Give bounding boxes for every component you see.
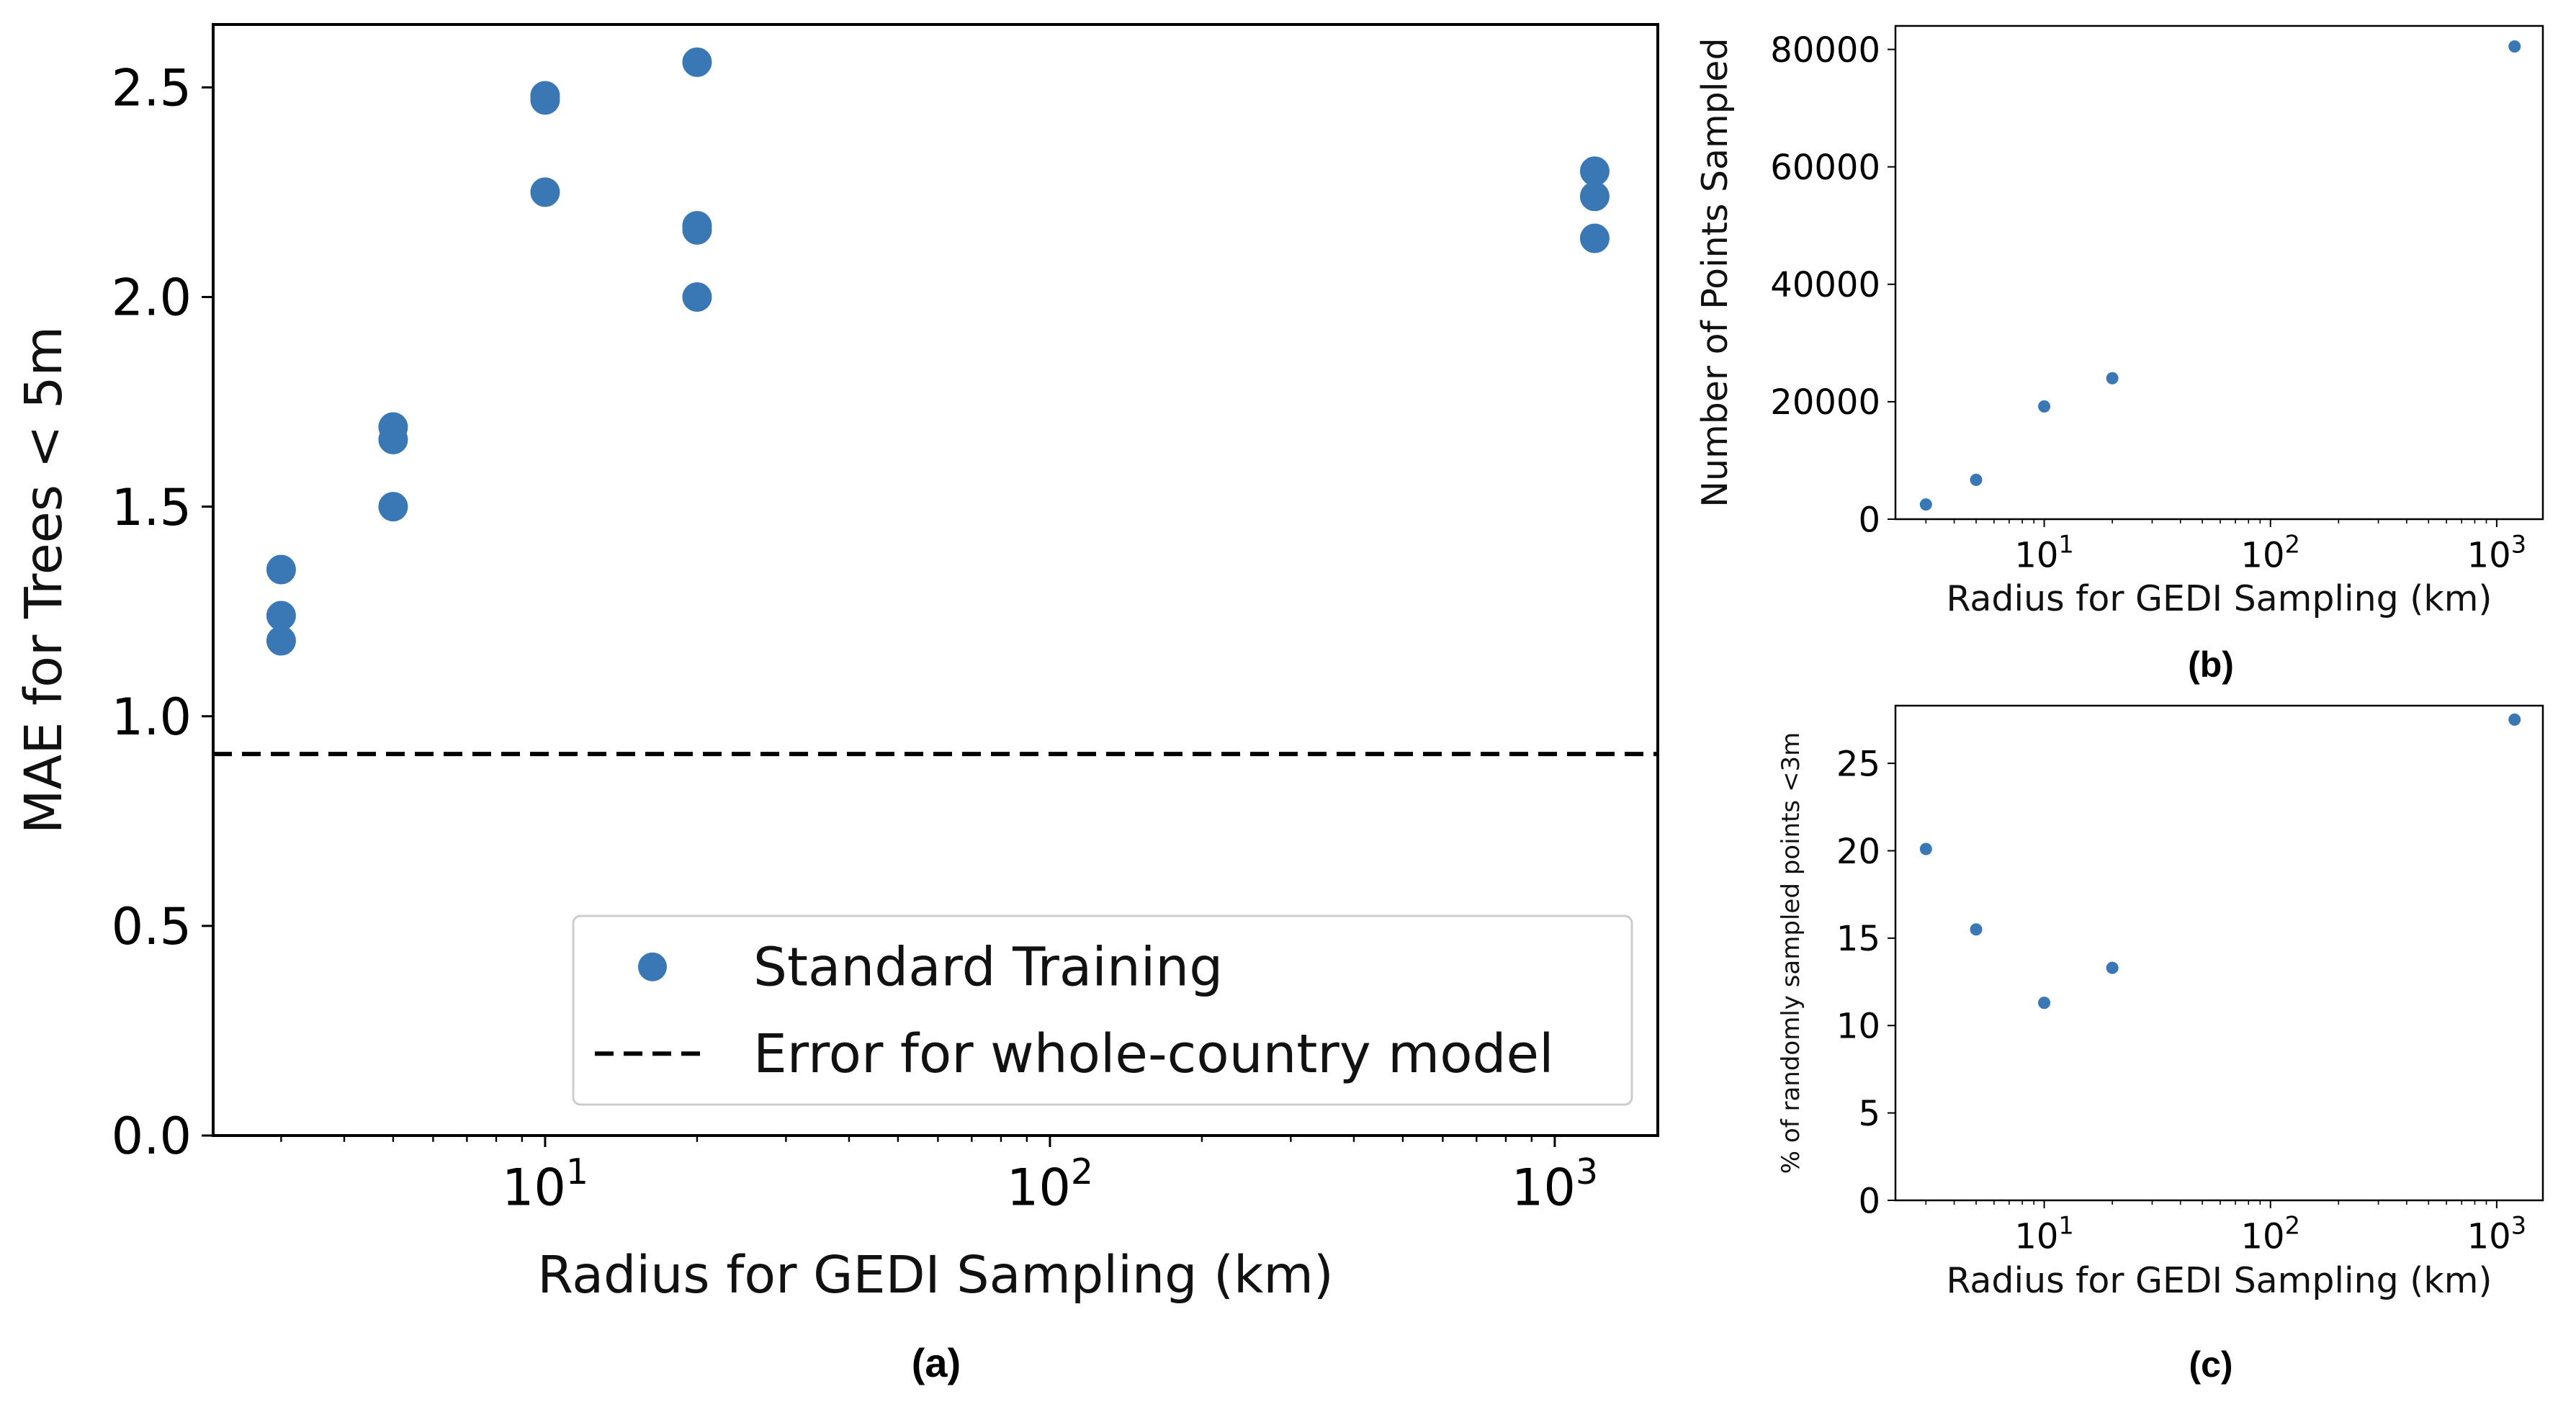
- y-tick-label: 80000: [1770, 30, 1880, 71]
- data-point: [1919, 498, 1932, 511]
- data-point: [266, 554, 296, 585]
- plot-frame: [212, 23, 1659, 1137]
- x-tick-base: 10: [2467, 536, 2511, 576]
- data-point: [2106, 372, 2119, 385]
- x-tick-base: 10: [502, 1159, 566, 1218]
- x-tick-label: 102: [1007, 1151, 1093, 1217]
- legend-box: [572, 914, 1633, 1106]
- plot-frame: [1894, 704, 2544, 1202]
- data-point: [1579, 181, 1610, 212]
- data-point: [530, 177, 560, 207]
- data-point: [1579, 156, 1610, 186]
- x-axis-label: Radius for GEDI Sampling (km): [1946, 578, 2492, 619]
- y-tick-label: 20: [1836, 832, 1880, 872]
- x-tick-exponent: 3: [2511, 1211, 2526, 1239]
- legend-label: Standard Training: [753, 937, 1223, 999]
- y-tick-label: 1.5: [112, 478, 192, 537]
- plot-frame: [1894, 24, 2544, 521]
- data-point: [378, 492, 408, 522]
- panel-label: (c): [2189, 1344, 2232, 1385]
- x-tick-base: 10: [2241, 1217, 2285, 1257]
- x-tick-exponent: 1: [566, 1151, 588, 1192]
- x-tick-label: 103: [1512, 1151, 1598, 1217]
- x-tick-exponent: 2: [2285, 1211, 2300, 1239]
- data-point: [682, 47, 712, 77]
- y-tick-label: 20000: [1770, 382, 1880, 423]
- y-tick-label: 0: [1858, 1181, 1880, 1221]
- x-tick-base: 10: [2014, 1217, 2058, 1257]
- x-tick-base: 10: [1007, 1159, 1071, 1218]
- x-tick-exponent: 3: [1576, 1151, 1598, 1192]
- data-point: [1919, 842, 1932, 855]
- y-tick-label: 40000: [1770, 265, 1880, 305]
- data-point: [2508, 713, 2521, 726]
- data-point: [378, 424, 408, 454]
- y-tick-label: 2.5: [112, 59, 192, 118]
- x-tick-label: 102: [2241, 530, 2300, 575]
- x-tick-label: 103: [2467, 530, 2526, 575]
- x-tick-base: 10: [1512, 1159, 1576, 1218]
- x-tick-label: 101: [2014, 1211, 2073, 1257]
- data-point: [2508, 40, 2521, 53]
- data-point: [2106, 961, 2119, 974]
- y-tick-label: 1.0: [112, 688, 192, 747]
- data-point: [530, 85, 560, 115]
- y-tick-label: 5: [1858, 1094, 1880, 1134]
- data-point: [2038, 400, 2051, 413]
- x-tick-base: 10: [2241, 536, 2285, 576]
- x-tick-exponent: 1: [2058, 530, 2073, 558]
- legend-label: Error for whole-country model: [753, 1023, 1554, 1085]
- x-tick-exponent: 2: [1071, 1151, 1093, 1192]
- x-tick-exponent: 3: [2511, 530, 2526, 558]
- x-axis-label: Radius for GEDI Sampling (km): [537, 1245, 1334, 1305]
- y-tick-label: 0: [1858, 500, 1880, 540]
- y-tick-label: 0.0: [112, 1107, 192, 1166]
- data-point: [1579, 223, 1610, 253]
- y-tick-label: 2.0: [112, 269, 192, 328]
- data-point: [682, 282, 712, 312]
- y-tick-label: 25: [1836, 744, 1880, 784]
- legend: Standard Training Error for whole-country…: [572, 914, 1633, 1106]
- x-tick-label: 101: [2014, 530, 2073, 575]
- legend-marker-standard-training: [638, 952, 667, 981]
- x-tick-base: 10: [2014, 536, 2058, 576]
- panel-label: (b): [2188, 644, 2234, 685]
- data-point: [266, 626, 296, 656]
- data-point: [1970, 473, 1983, 486]
- x-tick-exponent: 2: [2285, 530, 2300, 558]
- data-point: [266, 601, 296, 631]
- data-point: [2038, 997, 2051, 1010]
- y-tick-label: 15: [1836, 919, 1880, 959]
- data-point: [682, 215, 712, 245]
- x-axis-label: Radius for GEDI Sampling (km): [1946, 1260, 2492, 1301]
- panel-label: (a): [912, 1340, 961, 1385]
- x-tick-label: 102: [2241, 1211, 2300, 1257]
- x-tick-label: 103: [2467, 1211, 2526, 1257]
- y-axis-label: Number of Points Sampled: [1695, 37, 1736, 507]
- y-tick-label: 60000: [1770, 148, 1880, 188]
- x-tick-label: 101: [502, 1151, 588, 1217]
- y-axis-label: MAE for Trees < 5m: [14, 326, 73, 834]
- y-tick-label: 0.5: [112, 897, 192, 956]
- data-point: [1970, 923, 1983, 936]
- x-tick-exponent: 1: [2058, 1211, 2073, 1239]
- x-tick-base: 10: [2467, 1217, 2511, 1257]
- y-tick-label: 10: [1836, 1007, 1880, 1047]
- y-axis-label: % of randomly sampled points <3m: [1777, 732, 1805, 1174]
